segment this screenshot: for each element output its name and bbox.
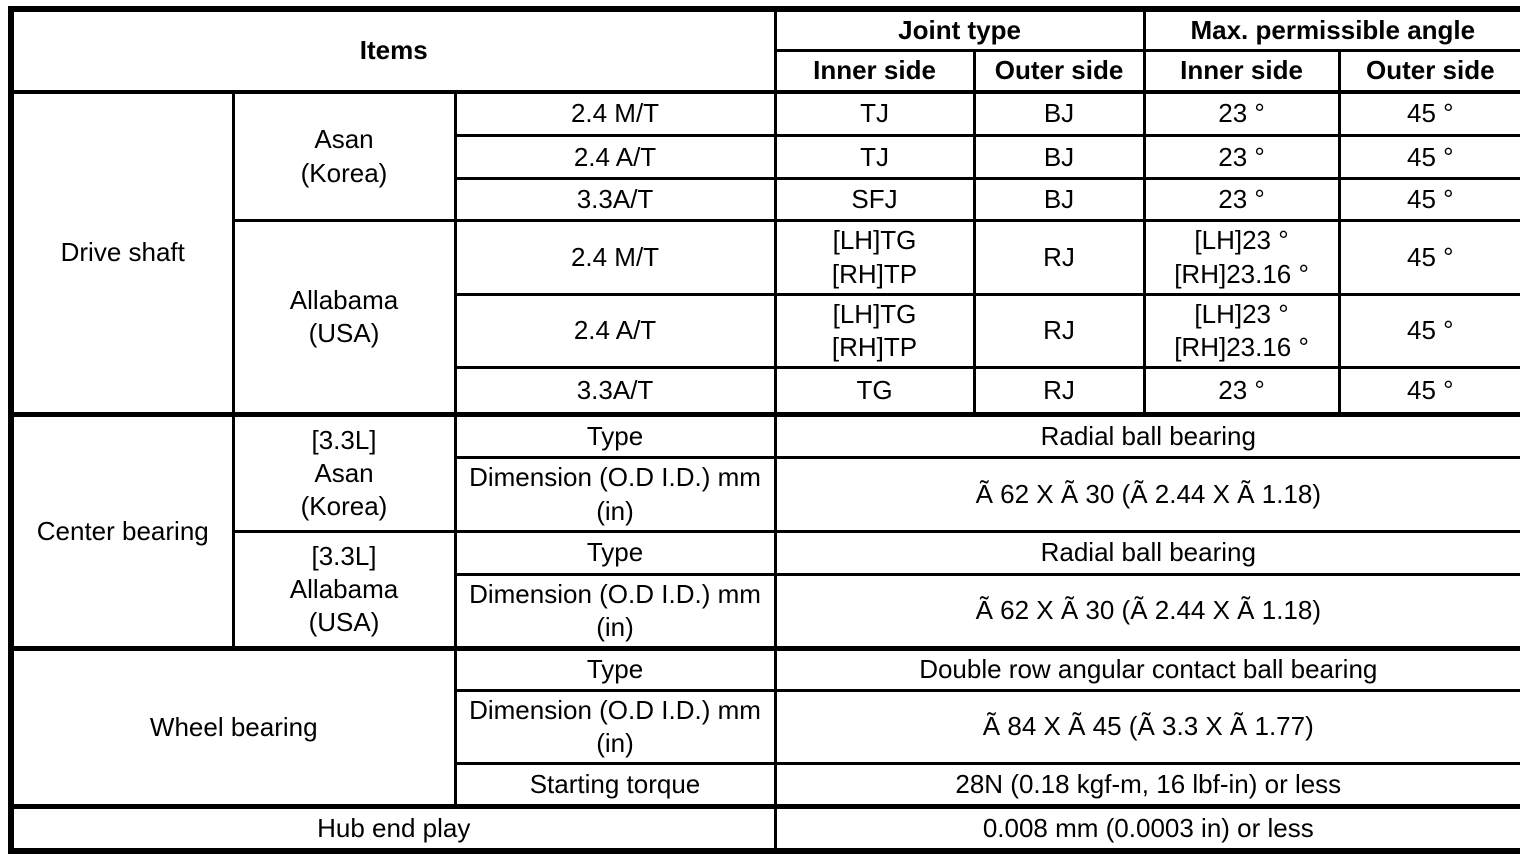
header-row-2: Inner side Outer side Inner side Outer s… — [11, 49, 1520, 94]
variant-cell: 2.4 M/T — [453, 89, 777, 138]
joint-inner-side-header: Inner side — [773, 49, 976, 94]
wheel-bearing-dimension-row: Dimension (O.D I.D.) mm (in) Ã 84 X Ã 45… — [11, 688, 1520, 766]
wheel-bearing-type-row: Wheel bearing Type Double row angular co… — [9, 646, 1520, 809]
drive-shaft-allabama-row-1: Allabama (USA) 2.4 M/T [LH]TG [RH]TP RJ … — [11, 219, 1520, 417]
drive-shaft-asan-row-3: 3.3A/T SFJ BJ 23 ° 45 ° — [11, 177, 1520, 223]
drive-shaft-allabama-row-2: 2.4 A/T [LH]TG [RH]TP RJ [LH]23 ° [RH]23… — [11, 292, 1520, 370]
joint-outer-cell: RJ — [972, 292, 1146, 370]
angle-inner-cell: 23 ° — [1142, 134, 1341, 181]
center-bearing-asan-type-row: Center bearing [3.3L] Asan (Korea) Type … — [9, 412, 1520, 651]
angle-outer-cell: 45 ° — [1337, 89, 1520, 138]
joint-inner-cell: SFJ — [773, 177, 976, 223]
hub-end-play-value: 0.008 mm (0.0003 in) or less — [773, 804, 1520, 853]
center-bearing-asan-dimension-row: Dimension (O.D I.D.) mm (in) Ã 62 X Ã 30… — [11, 456, 1520, 533]
angle-inner-cell: 23 ° — [1142, 89, 1341, 138]
joint-type-header: Joint type — [773, 7, 1146, 53]
variant-cell: 2.4 A/T — [453, 134, 777, 181]
type-value-cell: Double row angular contact ball bearing — [773, 646, 1520, 692]
center-bearing-allabama-type-row: [3.3L] Allabama (USA) Type Radial ball b… — [11, 529, 1520, 651]
dimension-label-cell: Dimension (O.D I.D.) mm (in) — [453, 572, 777, 651]
joint-outer-cell: RJ — [972, 219, 1146, 296]
hub-end-play-row: Hub end play 0.008 mm (0.0003 in) or les… — [9, 804, 1520, 853]
joint-inner-cell: [LH]TG [RH]TP — [773, 219, 976, 296]
variant-cell: 2.4 A/T — [453, 292, 777, 370]
type-value-cell: Radial ball bearing — [773, 529, 1520, 576]
joint-outer-side-header: Outer side — [972, 49, 1146, 94]
angle-outer-cell: 45 ° — [1337, 292, 1520, 370]
angle-inner-cell: 23 ° — [1142, 177, 1341, 223]
dimension-value-cell: Ã 62 X Ã 30 (Ã 2.44 X Ã 1.18) — [773, 572, 1520, 651]
joint-inner-cell: [LH]TG [RH]TP — [773, 292, 976, 370]
torque-value-cell: 28N (0.18 kgf-m, 16 lbf-in) or less — [773, 762, 1520, 809]
angle-outer-cell: 45 ° — [1337, 219, 1520, 296]
dimension-label-cell: Dimension (O.D I.D.) mm (in) — [453, 688, 777, 766]
plant-allabama-label: Allabama (USA) — [231, 219, 457, 417]
type-label-cell: Type — [453, 529, 777, 576]
torque-label-cell: Starting torque — [453, 762, 777, 809]
center-bearing-allabama-dimension-row: Dimension (O.D I.D.) mm (in) Ã 62 X Ã 30… — [11, 572, 1520, 651]
joint-outer-cell: BJ — [972, 134, 1146, 181]
type-label-cell: Type — [453, 646, 777, 692]
center-bearing-allabama-label: [3.3L] Allabama (USA) — [231, 529, 457, 651]
type-label-cell: Type — [453, 412, 777, 460]
joint-outer-cell: BJ — [972, 177, 1146, 223]
variant-cell: 3.3A/T — [453, 366, 777, 417]
hub-end-play-label: Hub end play — [9, 804, 777, 853]
angle-inner-cell: [LH]23 ° [RH]23.16 ° — [1142, 219, 1341, 296]
items-header: Items — [9, 7, 777, 94]
wheel-bearing-label: Wheel bearing — [9, 646, 457, 809]
dimension-value-cell: Ã 84 X Ã 45 (Ã 3.3 X Ã 1.77) — [773, 688, 1520, 766]
center-bearing-asan-label: [3.3L] Asan (Korea) — [231, 412, 457, 533]
angle-inner-side-header: Inner side — [1142, 49, 1341, 94]
joint-inner-cell: TG — [773, 366, 976, 417]
joint-inner-cell: TJ — [773, 89, 976, 138]
wheel-bearing-torque-row: Starting torque 28N (0.18 kgf-m, 16 lbf-… — [11, 762, 1520, 809]
center-bearing-label: Center bearing — [9, 412, 235, 651]
angle-outer-cell: 45 ° — [1337, 366, 1520, 417]
joint-outer-cell: RJ — [972, 366, 1146, 417]
type-value-cell: Radial ball bearing — [773, 412, 1520, 460]
dimension-value-cell: Ã 62 X Ã 30 (Ã 2.44 X Ã 1.18) — [773, 456, 1520, 533]
drive-shaft-asan-row-1: Drive shaft Asan (Korea) 2.4 M/T TJ BJ 2… — [9, 89, 1520, 417]
variant-cell: 2.4 M/T — [453, 219, 777, 296]
joint-outer-cell: BJ — [972, 89, 1146, 138]
angle-outer-side-header: Outer side — [1337, 49, 1520, 94]
angle-outer-cell: 45 ° — [1337, 177, 1520, 223]
plant-asan-label: Asan (Korea) — [231, 89, 457, 223]
drive-shaft-label: Drive shaft — [9, 89, 235, 417]
angle-inner-cell: [LH]23 ° [RH]23.16 ° — [1142, 292, 1341, 370]
angle-outer-cell: 45 ° — [1337, 134, 1520, 181]
max-angle-header: Max. permissible angle — [1142, 7, 1520, 53]
dimension-label-cell: Dimension (O.D I.D.) mm (in) — [453, 456, 777, 533]
drive-shaft-asan-row-2: 2.4 A/T TJ BJ 23 ° 45 ° — [11, 134, 1520, 181]
variant-cell: 3.3A/T — [453, 177, 777, 223]
angle-inner-cell: 23 ° — [1142, 366, 1341, 417]
joint-inner-cell: TJ — [773, 134, 976, 181]
spec-table: Items Joint type Max. permissible angle … — [8, 6, 1520, 854]
drive-shaft-allabama-row-3: 3.3A/T TG RJ 23 ° 45 ° — [11, 366, 1520, 417]
header-row-1: Items Joint type Max. permissible angle — [9, 7, 1520, 94]
